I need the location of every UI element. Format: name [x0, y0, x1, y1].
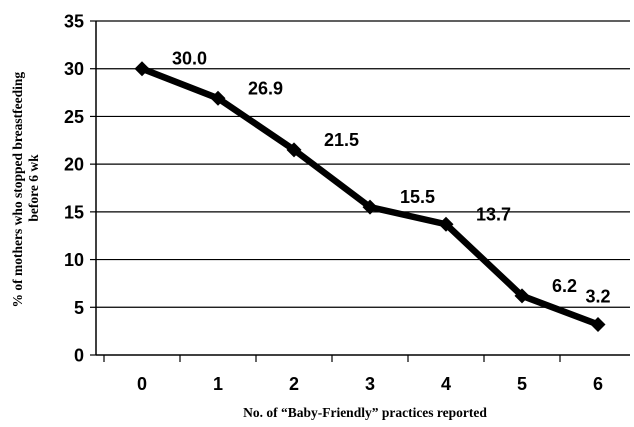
- y-axis-title-line-2: before 6 wk: [26, 154, 41, 222]
- x-tick-label-2: 2: [289, 374, 299, 394]
- series-line-path: [140, 65, 600, 328]
- data-point-5: [514, 288, 530, 304]
- x-tick-label-3: 3: [365, 374, 375, 394]
- data-point-0: [134, 61, 150, 77]
- data-label-3: 15.5: [400, 187, 435, 207]
- y-tick-label-35: 35: [64, 12, 84, 32]
- x-axis-title: No. of “Baby-Friendly” practices reporte…: [243, 405, 487, 420]
- data-labels: 30.0 26.9 21.5 15.5 13.7 6.2 3.2: [172, 49, 611, 307]
- axes: [95, 21, 630, 356]
- x-tick-label-6: 6: [593, 374, 603, 394]
- data-point-3: [362, 199, 378, 215]
- y-tick-labels: 0 5 10 15 20 25 30 35: [64, 12, 84, 366]
- data-point-2: [286, 142, 302, 158]
- data-label-0: 30.0: [172, 49, 207, 69]
- x-tick-label-1: 1: [213, 374, 223, 394]
- data-point-4: [438, 216, 454, 232]
- y-axis-title-line-1: % of mothers who stopped breastfeeding: [10, 72, 25, 308]
- data-label-4: 13.7: [476, 204, 511, 224]
- data-label-6: 3.2: [585, 286, 610, 306]
- x-tick-labels: 0 1 2 3 4 5 6: [103, 355, 603, 394]
- series-line: [140, 65, 600, 328]
- data-label-5: 6.2: [552, 276, 577, 296]
- gridlines: [90, 20, 630, 356]
- y-tick-label-30: 30: [64, 59, 84, 79]
- y-tick-label-10: 10: [64, 250, 84, 270]
- y-tick-label-25: 25: [64, 107, 84, 127]
- y-tick-label-5: 5: [74, 298, 84, 318]
- y-tick-label-15: 15: [64, 202, 84, 222]
- y-axis-title: % of mothers who stopped breastfeeding b…: [10, 69, 41, 308]
- data-markers: [134, 61, 606, 332]
- data-label-1: 26.9: [248, 78, 283, 98]
- x-tick-label-0: 0: [137, 374, 147, 394]
- data-point-6: [590, 316, 606, 332]
- y-tick-label-20: 20: [64, 155, 84, 175]
- data-label-2: 21.5: [324, 130, 359, 150]
- y-tick-label-0: 0: [74, 346, 84, 366]
- data-point-1: [210, 90, 226, 106]
- x-tick-label-5: 5: [517, 374, 527, 394]
- x-tick-label-4: 4: [441, 374, 451, 394]
